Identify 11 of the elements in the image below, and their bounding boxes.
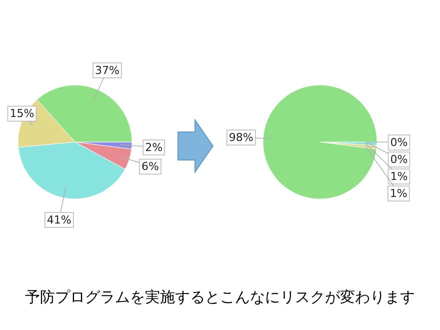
- data-label: 2%: [145, 140, 163, 154]
- data-label: 37%: [94, 64, 120, 77]
- text: 0%: [390, 136, 408, 149]
- data-label: 1%: [390, 187, 408, 200]
- data-label: 41%: [46, 213, 72, 226]
- data-label: 98%: [228, 131, 254, 144]
- data-label: 6%: [141, 160, 159, 174]
- text: 0%: [390, 153, 408, 166]
- data-label: 1%: [390, 170, 408, 183]
- text: 予防プログラムを実施するとこんなにリスクが変わります: [25, 288, 415, 306]
- data-label: 15%: [10, 107, 34, 120]
